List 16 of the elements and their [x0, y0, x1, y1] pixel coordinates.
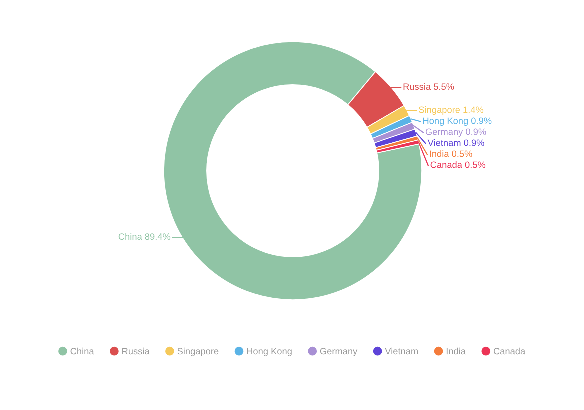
data-label: China 89.4% — [118, 233, 171, 240]
legend-label: Germany — [320, 348, 358, 356]
data-label: Canada 0.5% — [430, 161, 486, 168]
legend-label: China — [70, 348, 94, 355]
legend-label: Russia — [122, 348, 150, 355]
data-label: Russia 5.5% — [404, 83, 454, 90]
data-label: India 0.5% — [430, 150, 472, 158]
data-label: Vietnam 0.9% — [428, 139, 484, 146]
data-label: Germany 0.9% — [426, 128, 486, 138]
legend-label: Vietnam — [385, 348, 418, 355]
data-label: Singapore 1.4% — [419, 106, 484, 116]
legend-label: Hong Kong — [247, 348, 292, 356]
legend-label: Canada — [494, 348, 526, 355]
data-label: Hong Kong 0.9% — [423, 118, 492, 126]
legend-label: India — [446, 348, 466, 355]
legend-label: Singapore — [178, 348, 219, 356]
